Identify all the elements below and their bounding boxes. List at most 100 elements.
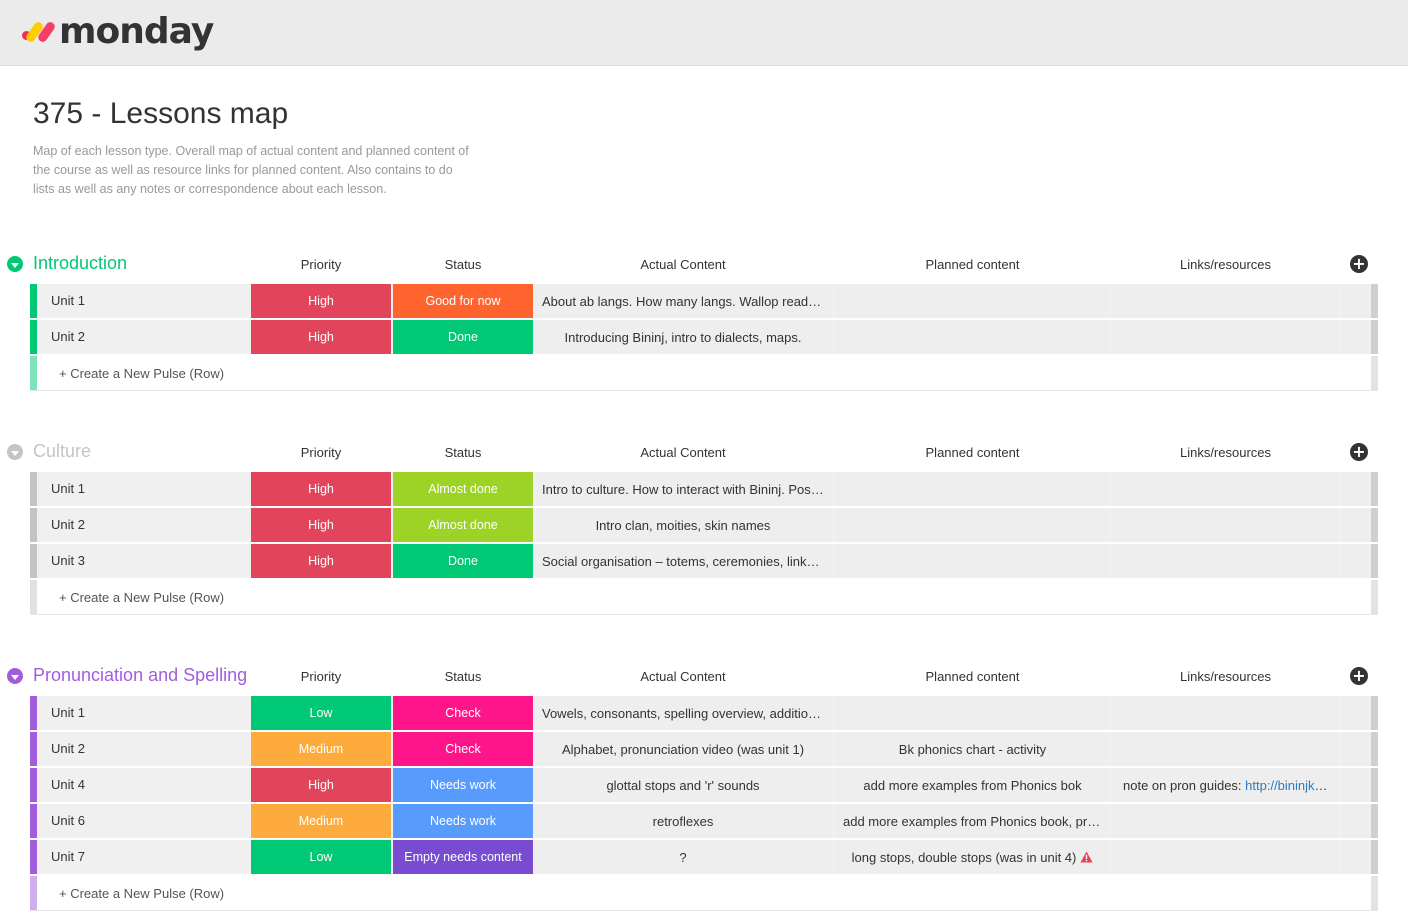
status-cell[interactable]: Almost done [393, 508, 533, 542]
links-resources-cell[interactable]: note on pron guides: http://bininjku… [1113, 768, 1338, 802]
create-new-pulse-row[interactable]: + Create a New Pulse (Row) [30, 876, 1378, 911]
actual-content-cell[interactable]: Alphabet, pronunciation video (was unit … [534, 732, 832, 766]
add-column-icon[interactable]: + [1350, 255, 1368, 273]
table-row[interactable]: Unit 2 High Done Introducing Bininj, int… [30, 320, 1378, 354]
monday-logo[interactable]: monday [20, 12, 214, 52]
board-description[interactable]: Map of each lesson type. Overall map of … [33, 144, 469, 196]
table-row[interactable]: Unit 1 Low Check Vowels, consonants, spe… [30, 696, 1378, 730]
row-name[interactable]: Unit 2 [51, 741, 85, 756]
table-row[interactable]: Unit 3 High Done Social organisation – t… [30, 544, 1378, 578]
group-title[interactable]: Culture [33, 441, 92, 461]
table-row[interactable]: Unit 6 Medium Needs work retroflexes add… [30, 804, 1378, 838]
status-cell[interactable]: Good for now [393, 284, 533, 318]
column-header-planned-content[interactable]: Planned content [925, 257, 1020, 272]
column-header-priority[interactable]: Priority [300, 669, 342, 684]
links-resources-cell[interactable] [1113, 696, 1338, 730]
planned-content-cell[interactable] [835, 544, 1110, 578]
table-row[interactable]: Unit 4 High Needs work glottal stops and… [30, 768, 1378, 802]
links-resources-cell[interactable] [1113, 508, 1338, 542]
actual-content-cell[interactable]: Introducing Bininj, intro to dialects, m… [534, 320, 832, 354]
column-header-status[interactable]: Status [444, 257, 482, 272]
priority-cell[interactable]: High [251, 472, 391, 506]
collapse-group-icon[interactable] [7, 668, 23, 684]
add-column-icon[interactable]: + [1350, 667, 1368, 685]
row-name[interactable]: Unit 6 [51, 813, 85, 828]
column-header-links-resources[interactable]: Links/resources [1179, 445, 1272, 460]
create-new-pulse-row[interactable]: + Create a New Pulse (Row) [30, 356, 1378, 391]
links-resources-cell[interactable] [1113, 732, 1338, 766]
row-name[interactable]: Unit 2 [51, 329, 85, 344]
status-cell[interactable]: Check [393, 696, 533, 730]
links-resources-cell[interactable] [1113, 840, 1338, 874]
column-header-priority[interactable]: Priority [300, 257, 342, 272]
planned-content-cell[interactable] [835, 284, 1110, 318]
priority-cell[interactable]: Low [251, 840, 391, 874]
column-header-links-resources[interactable]: Links/resources [1179, 669, 1272, 684]
group-title[interactable]: Pronunciation and Spelling [33, 665, 248, 685]
row-name[interactable]: Unit 7 [51, 849, 85, 864]
priority-cell[interactable]: High [251, 320, 391, 354]
planned-content-cell[interactable] [835, 508, 1110, 542]
table-row[interactable]: Unit 2 High Almost done Intro clan, moit… [30, 508, 1378, 542]
priority-cell[interactable]: Medium [251, 804, 391, 838]
create-new-pulse-label[interactable]: + Create a New Pulse (Row) [59, 366, 225, 381]
status-cell[interactable]: Needs work [393, 804, 533, 838]
actual-content-cell[interactable]: ? [534, 840, 832, 874]
status-cell[interactable]: Needs work [393, 768, 533, 802]
column-header-links-resources[interactable]: Links/resources [1179, 257, 1272, 272]
add-column-icon[interactable]: + [1350, 443, 1368, 461]
row-name[interactable]: Unit 3 [51, 553, 85, 568]
actual-content-cell[interactable]: retroflexes [534, 804, 832, 838]
column-header-planned-content[interactable]: Planned content [925, 445, 1020, 460]
links-resources-cell[interactable] [1113, 284, 1338, 318]
priority-cell[interactable]: High [251, 284, 391, 318]
planned-content-cell[interactable]: Bk phonics chart - activity [835, 732, 1110, 766]
priority-cell[interactable]: High [251, 768, 391, 802]
create-new-pulse-label[interactable]: + Create a New Pulse (Row) [59, 886, 225, 901]
actual-content-cell[interactable]: Intro clan, moities, skin names [534, 508, 832, 542]
column-header-actual-content[interactable]: Actual Content [640, 445, 726, 460]
create-new-pulse-row[interactable]: + Create a New Pulse (Row) [30, 580, 1378, 615]
row-name[interactable]: Unit 2 [51, 517, 85, 532]
status-cell[interactable]: Almost done [393, 472, 533, 506]
table-row[interactable]: Unit 7 Low Empty needs content ? long st… [30, 840, 1378, 874]
links-resources-cell[interactable] [1113, 472, 1338, 506]
row-name[interactable]: Unit 1 [51, 705, 85, 720]
create-new-pulse-label[interactable]: + Create a New Pulse (Row) [59, 590, 225, 605]
actual-content-cell[interactable]: Social organisation – totems, ceremonies… [534, 544, 832, 578]
row-name[interactable]: Unit 1 [51, 293, 85, 308]
actual-content-cell[interactable]: glottal stops and 'r' sounds [534, 768, 832, 802]
row-name[interactable]: Unit 4 [51, 777, 85, 792]
collapse-group-icon[interactable] [7, 256, 23, 272]
planned-content-cell[interactable] [835, 320, 1110, 354]
group-title[interactable]: Introduction [33, 253, 128, 273]
collapse-group-icon[interactable] [7, 444, 23, 460]
planned-content-cell[interactable]: add more examples from Phonics book, pra… [835, 804, 1110, 838]
links-resources-cell[interactable] [1113, 544, 1338, 578]
table-row[interactable]: Unit 1 High Good for now About ab langs.… [30, 284, 1378, 318]
column-header-status[interactable]: Status [444, 669, 482, 684]
planned-content-cell[interactable] [835, 696, 1110, 730]
status-cell[interactable]: Done [393, 544, 533, 578]
planned-content-cell[interactable] [835, 472, 1110, 506]
column-header-status[interactable]: Status [444, 445, 482, 460]
column-header-planned-content[interactable]: Planned content [925, 669, 1020, 684]
column-header-priority[interactable]: Priority [300, 445, 342, 460]
priority-cell[interactable]: High [251, 544, 391, 578]
priority-cell[interactable]: Low [251, 696, 391, 730]
actual-content-cell[interactable]: About ab langs. How many langs. Wallop r… [534, 284, 832, 318]
planned-content-cell[interactable]: add more examples from Phonics bok [835, 768, 1110, 802]
column-header-actual-content[interactable]: Actual Content [640, 669, 726, 684]
status-cell[interactable]: Check [393, 732, 533, 766]
column-header-actual-content[interactable]: Actual Content [640, 257, 726, 272]
links-resources-cell[interactable] [1113, 804, 1338, 838]
planned-content-cell[interactable]: long stops, double stops (was in unit 4) [835, 840, 1110, 874]
row-name[interactable]: Unit 1 [51, 481, 85, 496]
table-row[interactable]: Unit 1 High Almost done Intro to culture… [30, 472, 1378, 506]
resource-link[interactable]: http://bininjku… [1245, 777, 1335, 793]
status-cell[interactable]: Empty needs content [393, 840, 533, 874]
board-title[interactable]: 375 - Lessons map [33, 97, 289, 130]
table-row[interactable]: Unit 2 Medium Check Alphabet, pronunciat… [30, 732, 1378, 766]
actual-content-cell[interactable]: Intro to culture. How to interact with B… [534, 472, 832, 506]
priority-cell[interactable]: Medium [251, 732, 391, 766]
